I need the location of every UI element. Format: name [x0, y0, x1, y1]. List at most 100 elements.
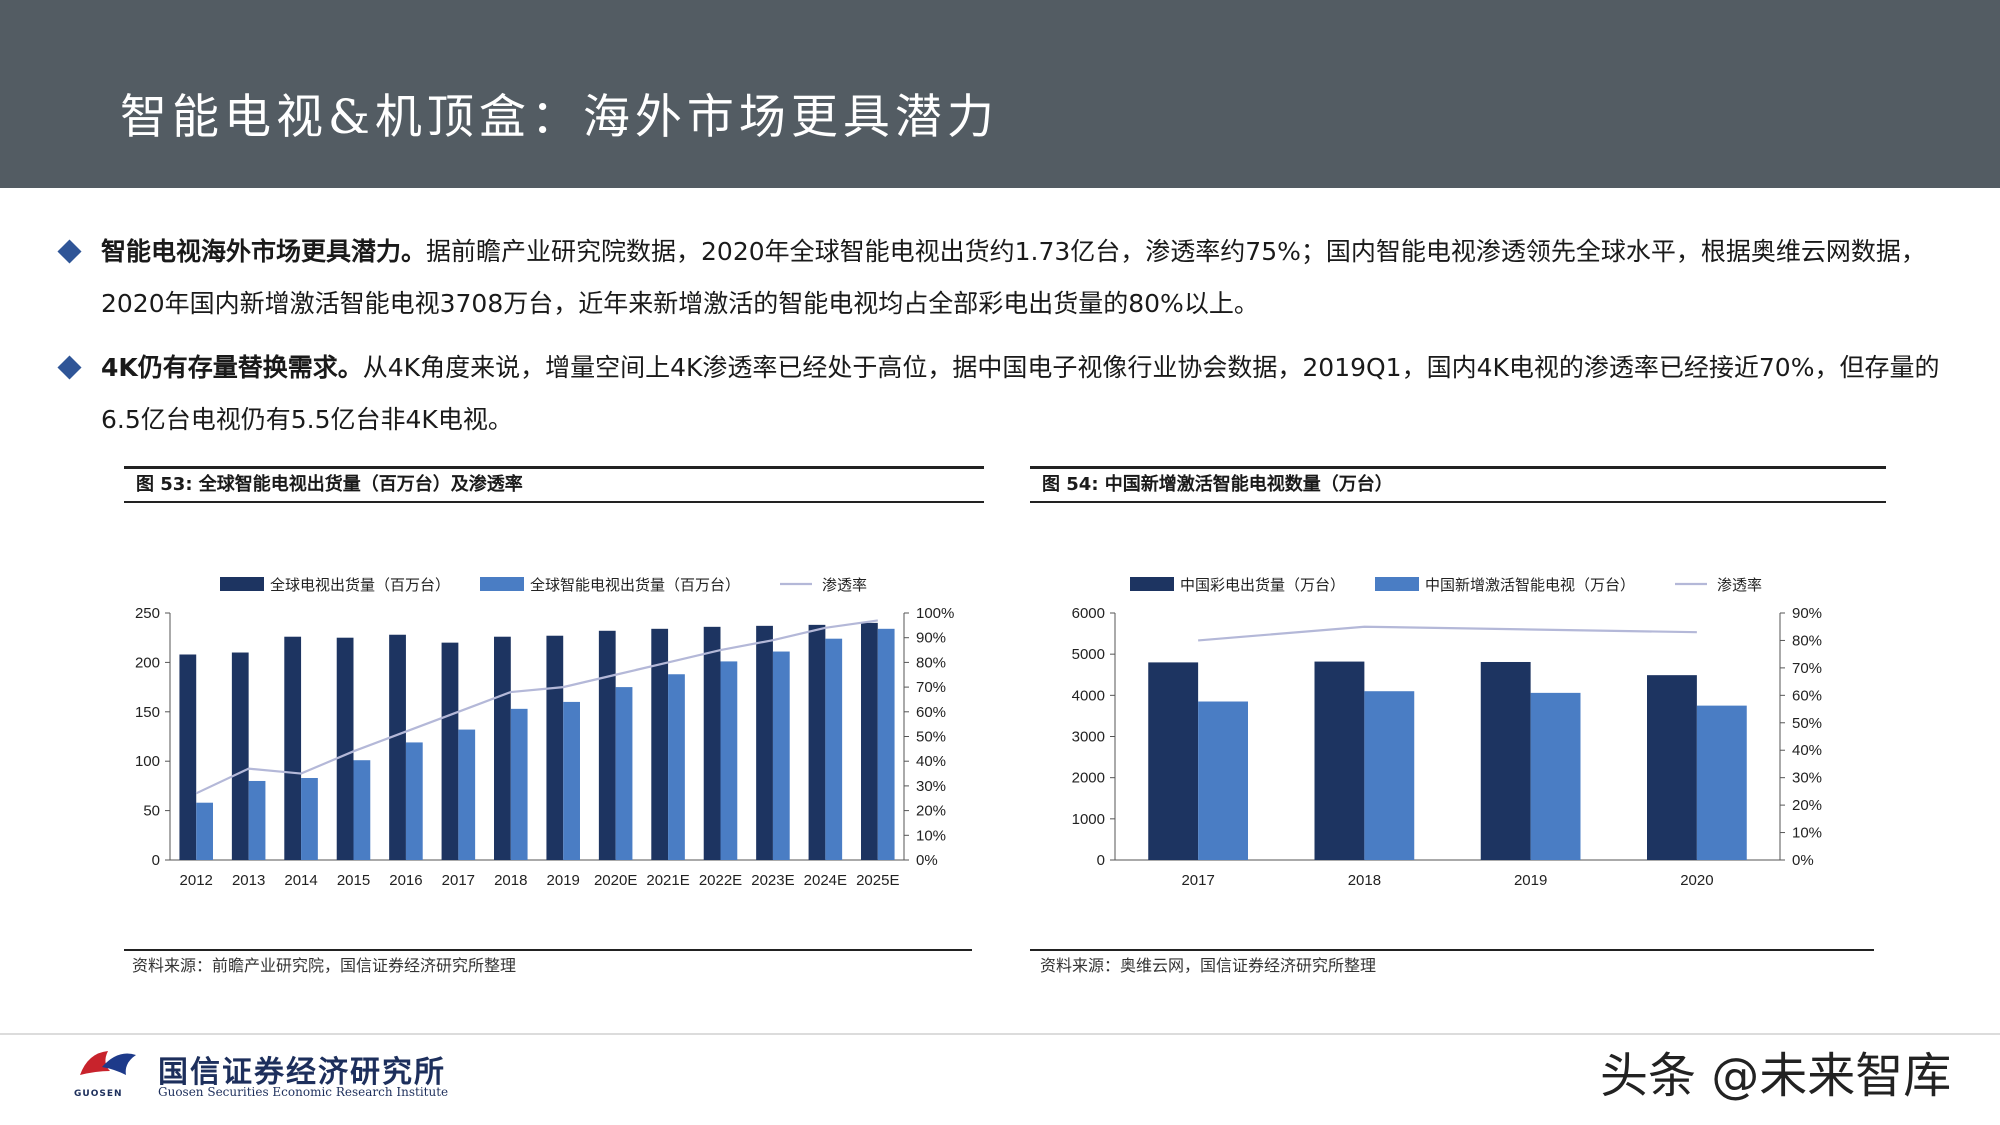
x-tick-label: 2025E	[856, 872, 899, 889]
bar-2020E-s0	[598, 630, 616, 860]
x-tick-label: 2013	[232, 872, 265, 889]
x-tick-label: 2022E	[699, 872, 742, 889]
y2-tick-label: 20%	[916, 803, 946, 820]
diamond-bullet-icon	[57, 355, 82, 380]
bullet-item: 4K仍有存量替换需求。从4K角度来说，增量空间上4K渗透率已经处于高位，据中国电…	[55, 342, 1955, 446]
penetration-line	[1198, 625, 1697, 642]
y2-tick-label: 90%	[916, 630, 946, 647]
bullet-heading: 4K仍有存量替换需求。	[101, 353, 363, 382]
bar-2016-s0	[389, 634, 406, 860]
bar-2021E-s1	[668, 674, 685, 860]
bar-2015-s0	[336, 637, 354, 860]
bar-2025E-s0	[861, 622, 878, 860]
figure-53-title: 图 53: 全球智能电视出货量（百万台）及渗透率	[124, 466, 984, 503]
y2-tick-label: 40%	[1792, 742, 1822, 759]
y2-tick-label: 60%	[916, 704, 946, 721]
bar-2017-s1	[1198, 701, 1248, 860]
x-tick-label: 2024E	[804, 872, 847, 889]
legend-label: 渗透率	[1717, 577, 1762, 594]
x-tick-label: 2021E	[646, 872, 689, 889]
x-tick-label: 2014	[284, 872, 317, 889]
y-tick-label: 150	[135, 704, 160, 721]
x-tick-label: 2019	[1514, 872, 1547, 889]
bar-2023E-s0	[756, 625, 773, 860]
x-tick-label: 2020E	[594, 872, 637, 889]
bar-2022E-s1	[720, 661, 738, 860]
bar-2020-s0	[1647, 675, 1697, 860]
bar-2018-s1	[1364, 691, 1415, 860]
y-tick-label: 3000	[1072, 729, 1105, 746]
figure-53-source: 资料来源：前瞻产业研究院，国信证券经济研究所整理	[132, 956, 517, 975]
bar-2019-s1	[563, 701, 580, 860]
y2-tick-label: 50%	[1792, 715, 1822, 732]
y-tick-label: 250	[135, 605, 160, 622]
y2-tick-label: 0%	[916, 852, 938, 869]
y-tick-label: 200	[135, 654, 160, 671]
legend-swatch-0	[220, 577, 264, 591]
bar-2023E-s1	[772, 651, 790, 860]
bar-2017-s0	[441, 642, 459, 860]
bar-2024E-s1	[825, 638, 843, 860]
legend-swatch-1	[1375, 577, 1419, 591]
diamond-bullet-icon	[57, 239, 82, 264]
legend-label: 中国彩电出货量（万台）	[1180, 577, 1345, 594]
bullet-list: 智能电视海外市场更具潜力。据前瞻产业研究院数据，2020年全球智能电视出货约1.…	[55, 226, 1955, 458]
y2-tick-label: 10%	[916, 827, 946, 844]
guosen-logo-icon	[80, 1051, 136, 1075]
bar-2018-s0	[1314, 661, 1365, 860]
y2-tick-label: 10%	[1792, 825, 1822, 842]
bar-2019-s0	[1480, 661, 1531, 860]
x-tick-label: 2023E	[751, 872, 794, 889]
bar-2022E-s0	[703, 626, 721, 860]
y-tick-label: 0	[152, 852, 160, 869]
bar-2018-s1	[510, 708, 528, 860]
y-tick-label: 6000	[1072, 605, 1105, 622]
bullet-item: 智能电视海外市场更具潜力。据前瞻产业研究院数据，2020年全球智能电视出货约1.…	[55, 226, 1955, 330]
y2-tick-label: 60%	[1792, 687, 1822, 704]
y-tick-label: 4000	[1072, 687, 1105, 704]
x-tick-label: 2012	[180, 872, 213, 889]
x-tick-label: 2015	[337, 872, 370, 889]
bar-2020E-s1	[615, 687, 633, 860]
bar-2019-s0	[546, 635, 564, 860]
page-title: 智能电视&机顶盒：海外市场更具潜力	[120, 90, 999, 145]
watermark: 头条 @未来智库	[1600, 1048, 1952, 1104]
y2-tick-label: 90%	[1792, 605, 1822, 622]
bar-2012-s0	[179, 654, 197, 860]
logo-chinese-name: 国信证券经济研究所	[158, 1055, 446, 1090]
bar-2017-s1	[458, 729, 476, 860]
legend-label: 中国新增激活智能电视（万台）	[1425, 576, 1635, 594]
bar-2014-s0	[284, 636, 302, 860]
bar-2019-s1	[1530, 692, 1581, 860]
logo-english-name: Guosen Securities Economic Research Inst…	[158, 1085, 449, 1099]
chart-global-smart-tv: 0 50 100 150 200 250 0% 10% 20% 30% 40% 50% 60% 70% 80…	[135, 576, 954, 889]
legend-label: 全球电视出货量（百万台）	[270, 576, 450, 594]
y2-tick-label: 30%	[916, 778, 946, 795]
y2-tick-label: 80%	[1792, 632, 1822, 649]
y2-tick-label: 0%	[1792, 852, 1814, 869]
x-tick-label: 2018	[1348, 872, 1381, 889]
bar-2021E-s0	[651, 628, 669, 860]
logo-sub-text: GUOSEN	[74, 1089, 123, 1099]
bullet-text: 从4K角度来说，增量空间上4K渗透率已经处于高位，据中国电子视像行业协会数据，2…	[101, 353, 1940, 434]
y-tick-label: 0	[1097, 852, 1105, 869]
chart-china-smart-tv: 0 1000 2000 3000 4000 5000 6000 0% 10% 20% 30% 40% 5…	[1072, 576, 1822, 889]
legend-label: 渗透率	[822, 577, 867, 594]
bar-2013-s0	[231, 652, 249, 860]
bar-2012-s1	[196, 802, 213, 860]
x-tick-label: 2017	[442, 872, 475, 889]
bar-2025E-s1	[877, 628, 895, 860]
y-tick-label: 100	[135, 753, 160, 770]
bar-2013-s1	[248, 780, 266, 860]
y-tick-label: 2000	[1072, 770, 1105, 787]
x-tick-label: 2020	[1680, 872, 1713, 889]
title-bar: 智能电视&机顶盒：海外市场更具潜力	[0, 0, 2000, 188]
x-tick-label: 2019	[547, 872, 580, 889]
legend-swatch-0	[1130, 577, 1174, 591]
x-tick-label: 2016	[389, 872, 422, 889]
bullet-heading: 智能电视海外市场更具潜力。	[101, 237, 427, 266]
penetration-line	[195, 619, 878, 795]
y2-tick-label: 70%	[916, 679, 946, 696]
company-logo: GUOSEN 国信证券经济研究所 Guosen Securities Econo…	[70, 1045, 490, 1105]
y-tick-label: 5000	[1072, 646, 1105, 663]
